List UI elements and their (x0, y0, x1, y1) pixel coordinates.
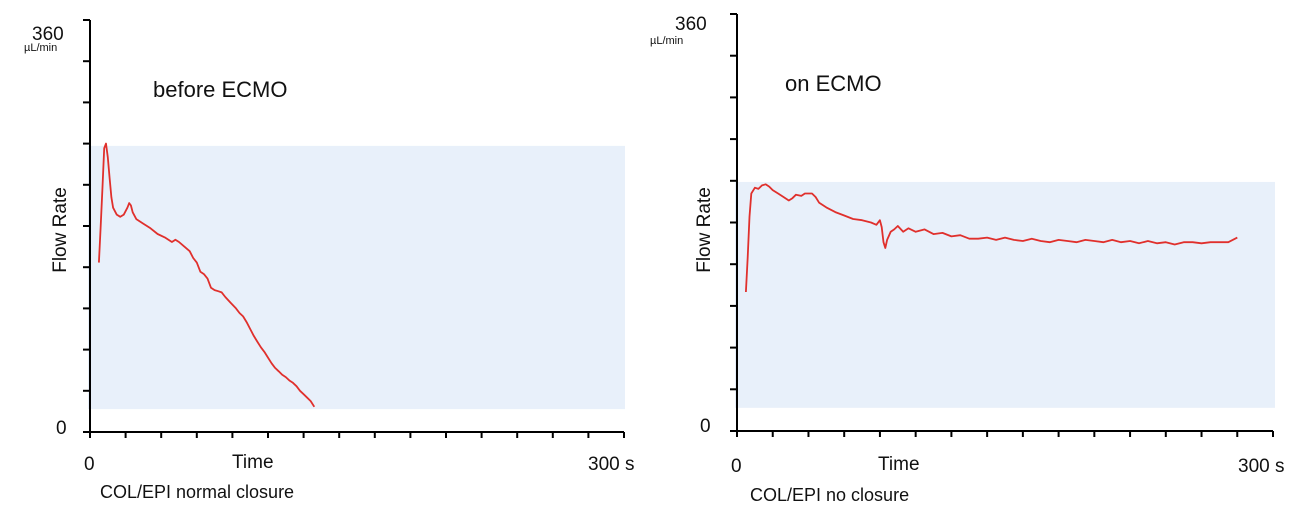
y-unit-label: µL/min (650, 35, 683, 47)
flow-rate-trace (98, 142, 316, 408)
x-max-label: 300 s (588, 454, 634, 475)
flow-rate-trace (745, 183, 1238, 293)
y-min-label: 0 (700, 416, 711, 437)
y-axis-title: Flow Rate (694, 187, 715, 273)
chart-caption: COL/EPI no closure (750, 485, 909, 505)
y-axis-title: Flow Rate (50, 187, 71, 273)
x-axis-title: Time (878, 454, 920, 475)
reference-range-band (88, 145, 625, 410)
y-max-label: 360 (675, 14, 707, 35)
reference-range-band (735, 181, 1275, 408)
chart-title: on ECMO (785, 71, 882, 96)
y-unit-label: µL/min (24, 42, 57, 54)
y-min-label: 0 (56, 418, 67, 439)
chart-caption: COL/EPI normal closure (100, 482, 294, 502)
x-max-label: 300 s (1238, 456, 1284, 477)
x-min-label: 0 (731, 456, 742, 477)
x-axis-title: Time (232, 452, 274, 473)
x-min-label: 0 (84, 454, 95, 475)
y-max-label: 360 (32, 24, 64, 45)
chart-title: before ECMO (153, 77, 288, 102)
